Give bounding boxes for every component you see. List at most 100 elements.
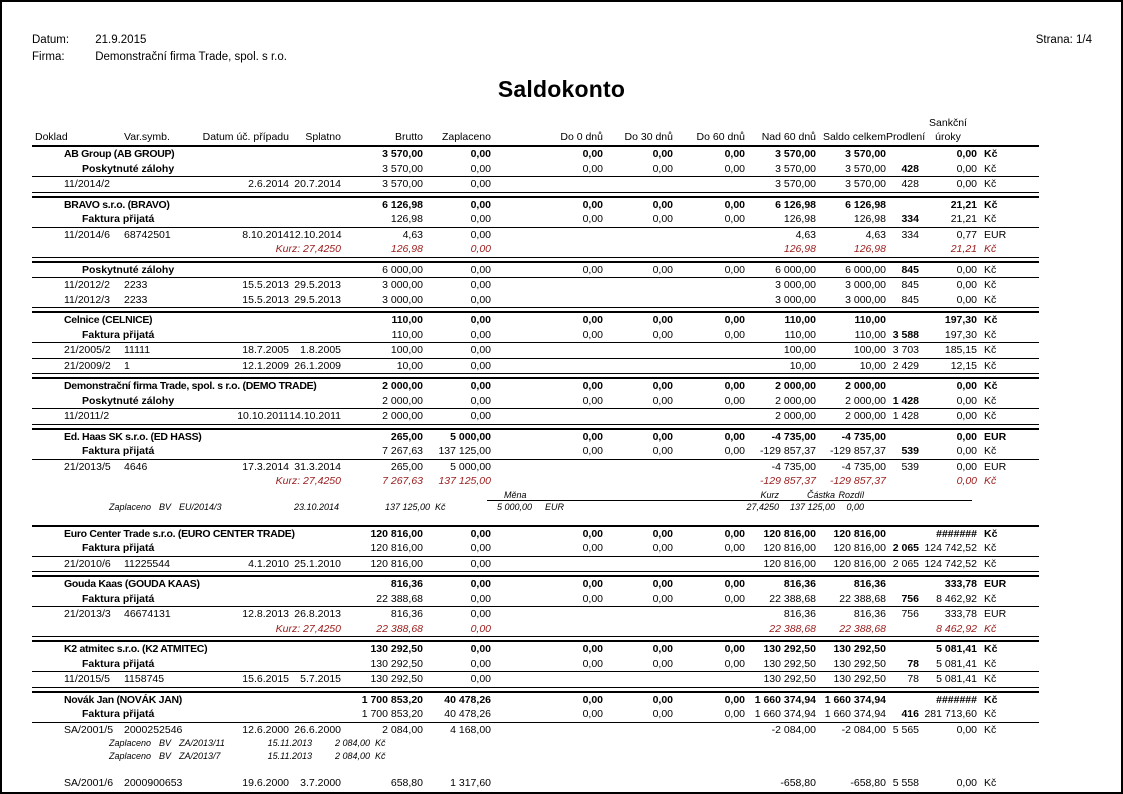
customer-section: BRAVO s.r.o. (BRAVO) 6 126,98 0,00 0,00 0,00… — [32, 195, 1039, 258]
cell-sankcni: 185,15 — [944, 344, 977, 356]
cell-nad-60: 126,98 — [783, 213, 816, 225]
group-row: Faktura přijatá 130 292,50 0,00 0,00 0,00 0,0… — [32, 657, 1039, 672]
cell-do-0 — [491, 723, 603, 738]
cell-zaplaceno: 0,00 — [470, 293, 491, 306]
cell-nad-60: 2 000,00 — [775, 394, 816, 407]
invoice-row: 21/2005/2 11111 18.7.2005 1.8.2005 100,00 0,0… — [32, 342, 1039, 358]
cell-zaplaceno: 0,00 — [470, 178, 491, 190]
cell-doklad: SA/2001/6 — [64, 777, 114, 789]
col-prodleni: Prodlení — [886, 131, 926, 143]
payment-method: BV — [159, 751, 172, 761]
fx-rozdil-value: 0,00 — [846, 501, 864, 512]
cell-brutto: 1 700 853,20 — [361, 708, 423, 720]
cell-brutto: 265,00 — [390, 460, 423, 473]
group-row: Faktura přijatá 126,98 0,00 0,00 0,00 0,00 126… — [32, 212, 1039, 227]
cell-nad-60: 100,00 — [783, 344, 816, 356]
cell-do-30: 0,00 — [652, 213, 673, 225]
cell-unit: Kč — [984, 178, 997, 190]
customer-name: Euro Center Trade s.r.o. (EURO CENTER TR… — [64, 527, 295, 540]
cell-unit: Kč — [984, 777, 997, 789]
cell-sankcni: 333,78 — [944, 578, 977, 590]
cell-splatno: 25.1.2010 — [294, 557, 341, 570]
cell-nad-60: 130 292,50 — [763, 657, 816, 670]
cell-do-30: 0,00 — [652, 578, 673, 590]
cell-saldo: 3 570,00 — [845, 162, 886, 175]
cell-do-60: 0,00 — [724, 592, 745, 605]
cell-nad-60: 2 000,00 — [775, 380, 816, 392]
cell-unit: Kč — [984, 475, 997, 487]
cell-nad-60: 816,36 — [783, 608, 816, 620]
cell-splatno: 12.10.2014 — [289, 228, 342, 241]
cell-nad-60: 130 292,50 — [763, 643, 816, 655]
customer-name: K2 atmitec s.r.o. (K2 ATMITEC) — [64, 643, 208, 655]
cell-unit: Kč — [984, 279, 997, 291]
group-row: Faktura přijatá 120 816,00 0,00 0,00 0,00 0,0… — [32, 541, 1039, 556]
cell-prodleni — [886, 198, 919, 213]
cell-varsymb: 4646 — [124, 460, 148, 473]
customer-name: AB Group (AB GROUP) — [64, 148, 175, 160]
cell-prodleni: 756 — [901, 592, 919, 605]
fx-castka-value: 137 125,00 — [789, 501, 835, 512]
col-do-60: Do 60 dnů — [696, 131, 745, 143]
cell-do-30: 0,00 — [652, 148, 673, 160]
cell-brutto: 126,98 — [390, 213, 423, 225]
page-number: Strana: 1/4 — [1035, 34, 1092, 46]
cell-unit: Kč — [984, 592, 997, 605]
cell-do-60 — [673, 622, 745, 637]
cell-zaplaceno: 0,00 — [470, 592, 491, 605]
payment-amount: 2 084,00 — [334, 751, 370, 761]
cell-saldo: 130 292,50 — [833, 657, 886, 670]
cell-do-0: 0,00 — [582, 148, 603, 160]
cell-brutto: 100,00 — [390, 344, 423, 356]
cell-zaplaceno: 0,00 — [470, 643, 491, 655]
cell-zaplaceno: 1 317,60 — [450, 777, 491, 789]
group-row: Faktura přijatá 110,00 0,00 0,00 0,00 0,00 110… — [32, 328, 1039, 343]
group-label: Faktura přijatá — [82, 542, 155, 554]
cell-nad-60: 1 660 374,94 — [754, 693, 816, 706]
cell-sankcni: 8 462,92 — [936, 592, 977, 605]
cell-zaplaceno: 0,00 — [470, 213, 491, 225]
cell-prodleni: 845 — [901, 279, 919, 291]
payment-method: BV — [159, 738, 172, 748]
cell-nad-60: -129 857,37 — [759, 445, 816, 457]
cell-do-30 — [603, 723, 673, 738]
cell-do-60: 0,00 — [724, 162, 745, 175]
fx-divider-line — [487, 499, 972, 501]
invoice-row: SA/2001/6 2000900653 19.6.2000 3.7.2000 658,… — [32, 776, 1039, 791]
payment-row: Zaplaceno BV ZA/2013/11 15.11.2013 2 084,00 K… — [32, 737, 1039, 750]
cell-doklad: 11/2014/6 — [64, 228, 110, 241]
cell-do-60 — [673, 460, 745, 475]
cell-do-0 — [491, 228, 603, 243]
group-row: Poskytnuté zálohy 3 570,00 0,00 0,00 0,00 0,0… — [32, 162, 1039, 177]
cell-datum: 12.6.2000 — [242, 723, 289, 736]
cell-prodleni — [886, 577, 919, 592]
cell-saldo: 4,63 — [865, 228, 886, 241]
cell-unit: Kč — [984, 198, 998, 211]
cell-unit: Kč — [984, 213, 997, 225]
cell-unit: Kč — [984, 243, 997, 255]
cell-nad-60: 1 660 374,94 — [754, 708, 816, 720]
group-label: Faktura přijatá — [82, 213, 155, 225]
table-header-row-top: Sankční — [32, 117, 1039, 130]
cell-do-0 — [491, 672, 603, 687]
fx-castka-label: Částka — [806, 489, 835, 500]
cell-do-30 — [603, 293, 673, 308]
cell-do-0: 0,00 — [582, 380, 603, 392]
customer-section: K2 atmitec s.r.o. (K2 ATMITEC) 130 292,50… — [32, 640, 1039, 688]
cell-prodleni: 334 — [901, 228, 919, 241]
cell-saldo: 3 000,00 — [845, 293, 886, 306]
cell-do-0 — [491, 409, 603, 424]
cell-do-30: 0,00 — [652, 430, 673, 443]
payment-doc-number: EU/2014/3 — [179, 501, 222, 512]
cell-brutto: 7 267,63 — [382, 445, 423, 457]
cell-brutto: 130 292,50 — [370, 673, 423, 685]
cell-saldo: 816,36 — [853, 608, 886, 620]
cell-zaplaceno: 0,00 — [470, 608, 491, 620]
cell-brutto: 658,80 — [390, 777, 423, 789]
customer-section: Demonstrační firma Trade, spol. s r.o. (… — [32, 377, 1039, 425]
cell-prodleni: 5 565 — [892, 723, 919, 736]
cell-nad-60: 3 000,00 — [775, 279, 816, 291]
cell-do-30 — [603, 672, 673, 687]
cell-splatno: 31.3.2014 — [294, 460, 341, 473]
cell-nad-60: 110,00 — [784, 328, 816, 341]
